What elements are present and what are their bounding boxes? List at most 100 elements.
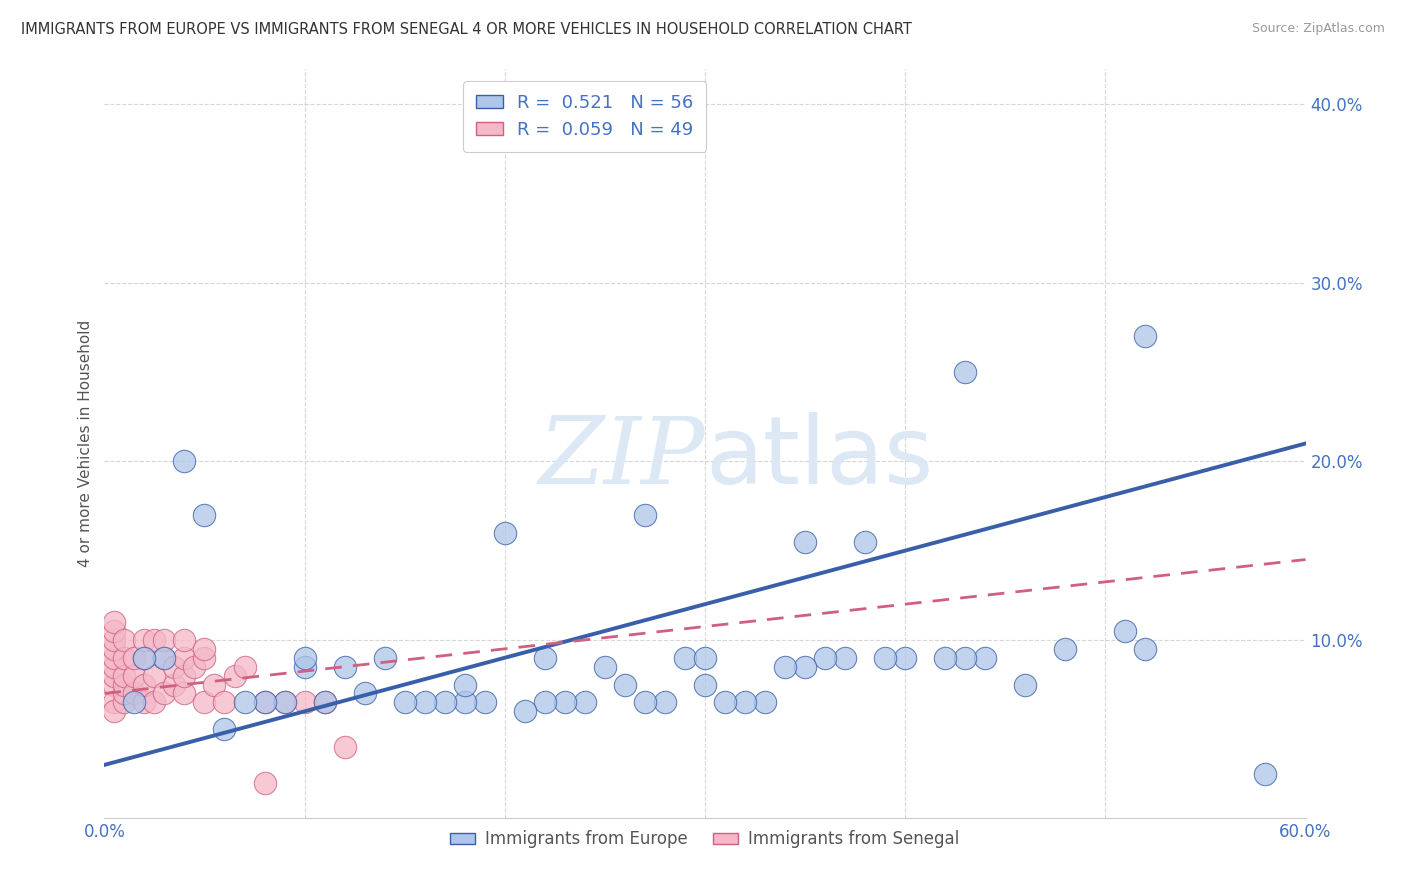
Text: Source: ZipAtlas.com: Source: ZipAtlas.com xyxy=(1251,22,1385,36)
Point xyxy=(253,776,276,790)
Point xyxy=(413,695,436,709)
Point xyxy=(953,365,976,379)
Point xyxy=(173,686,195,700)
Point xyxy=(634,508,657,522)
Point xyxy=(163,677,186,691)
Point xyxy=(474,695,496,709)
Point xyxy=(134,695,156,709)
Point xyxy=(294,650,316,665)
Point xyxy=(574,695,596,709)
Point xyxy=(134,677,156,691)
Point xyxy=(433,695,456,709)
Point xyxy=(1014,677,1036,691)
Point xyxy=(134,632,156,647)
Point xyxy=(734,695,756,709)
Point xyxy=(1114,624,1136,638)
Point xyxy=(593,659,616,673)
Point xyxy=(314,695,336,709)
Point xyxy=(773,659,796,673)
Point xyxy=(173,632,195,647)
Point xyxy=(794,659,817,673)
Point xyxy=(294,695,316,709)
Point xyxy=(153,632,176,647)
Point xyxy=(1254,767,1277,781)
Point xyxy=(153,686,176,700)
Point xyxy=(273,695,295,709)
Point xyxy=(173,454,195,468)
Point xyxy=(193,650,215,665)
Point xyxy=(103,624,125,638)
Point xyxy=(494,525,516,540)
Point xyxy=(224,668,246,682)
Point xyxy=(193,641,215,656)
Y-axis label: 4 or more Vehicles in Household: 4 or more Vehicles in Household xyxy=(79,320,93,567)
Point xyxy=(934,650,956,665)
Point xyxy=(143,668,166,682)
Point xyxy=(654,695,676,709)
Point xyxy=(204,677,226,691)
Point xyxy=(533,695,555,709)
Point xyxy=(193,695,215,709)
Point xyxy=(233,659,256,673)
Point xyxy=(112,668,135,682)
Point xyxy=(112,695,135,709)
Point xyxy=(124,650,146,665)
Point xyxy=(714,695,737,709)
Point xyxy=(794,534,817,549)
Legend: R =  0.521   N = 56, R =  0.059   N = 49: R = 0.521 N = 56, R = 0.059 N = 49 xyxy=(464,81,706,152)
Point xyxy=(153,650,176,665)
Point xyxy=(214,695,236,709)
Point xyxy=(112,686,135,700)
Point xyxy=(314,695,336,709)
Text: atlas: atlas xyxy=(704,412,934,505)
Point xyxy=(112,632,135,647)
Point xyxy=(103,641,125,656)
Point xyxy=(153,650,176,665)
Point xyxy=(173,668,195,682)
Point xyxy=(124,668,146,682)
Point xyxy=(634,695,657,709)
Point xyxy=(273,695,295,709)
Point xyxy=(834,650,856,665)
Point xyxy=(894,650,917,665)
Point xyxy=(953,650,976,665)
Point xyxy=(374,650,396,665)
Point xyxy=(193,508,215,522)
Point xyxy=(163,659,186,673)
Point xyxy=(974,650,997,665)
Point xyxy=(173,650,195,665)
Point xyxy=(112,677,135,691)
Point xyxy=(214,722,236,736)
Point xyxy=(143,695,166,709)
Point xyxy=(233,695,256,709)
Point xyxy=(134,650,156,665)
Point xyxy=(554,695,576,709)
Point xyxy=(294,659,316,673)
Point xyxy=(533,650,555,665)
Point xyxy=(1135,641,1157,656)
Point xyxy=(454,695,477,709)
Point xyxy=(103,668,125,682)
Point xyxy=(454,677,477,691)
Point xyxy=(143,632,166,647)
Point xyxy=(103,677,125,691)
Point xyxy=(333,659,356,673)
Point xyxy=(103,615,125,629)
Point xyxy=(1054,641,1077,656)
Point xyxy=(333,739,356,754)
Point xyxy=(124,686,146,700)
Point xyxy=(693,677,716,691)
Point xyxy=(754,695,776,709)
Point xyxy=(693,650,716,665)
Point xyxy=(253,695,276,709)
Point xyxy=(875,650,897,665)
Point xyxy=(124,695,146,709)
Text: ZIP: ZIP xyxy=(538,414,704,503)
Point xyxy=(134,650,156,665)
Point xyxy=(513,704,536,718)
Point xyxy=(394,695,416,709)
Point xyxy=(112,650,135,665)
Point xyxy=(853,534,876,549)
Point xyxy=(103,695,125,709)
Point xyxy=(103,704,125,718)
